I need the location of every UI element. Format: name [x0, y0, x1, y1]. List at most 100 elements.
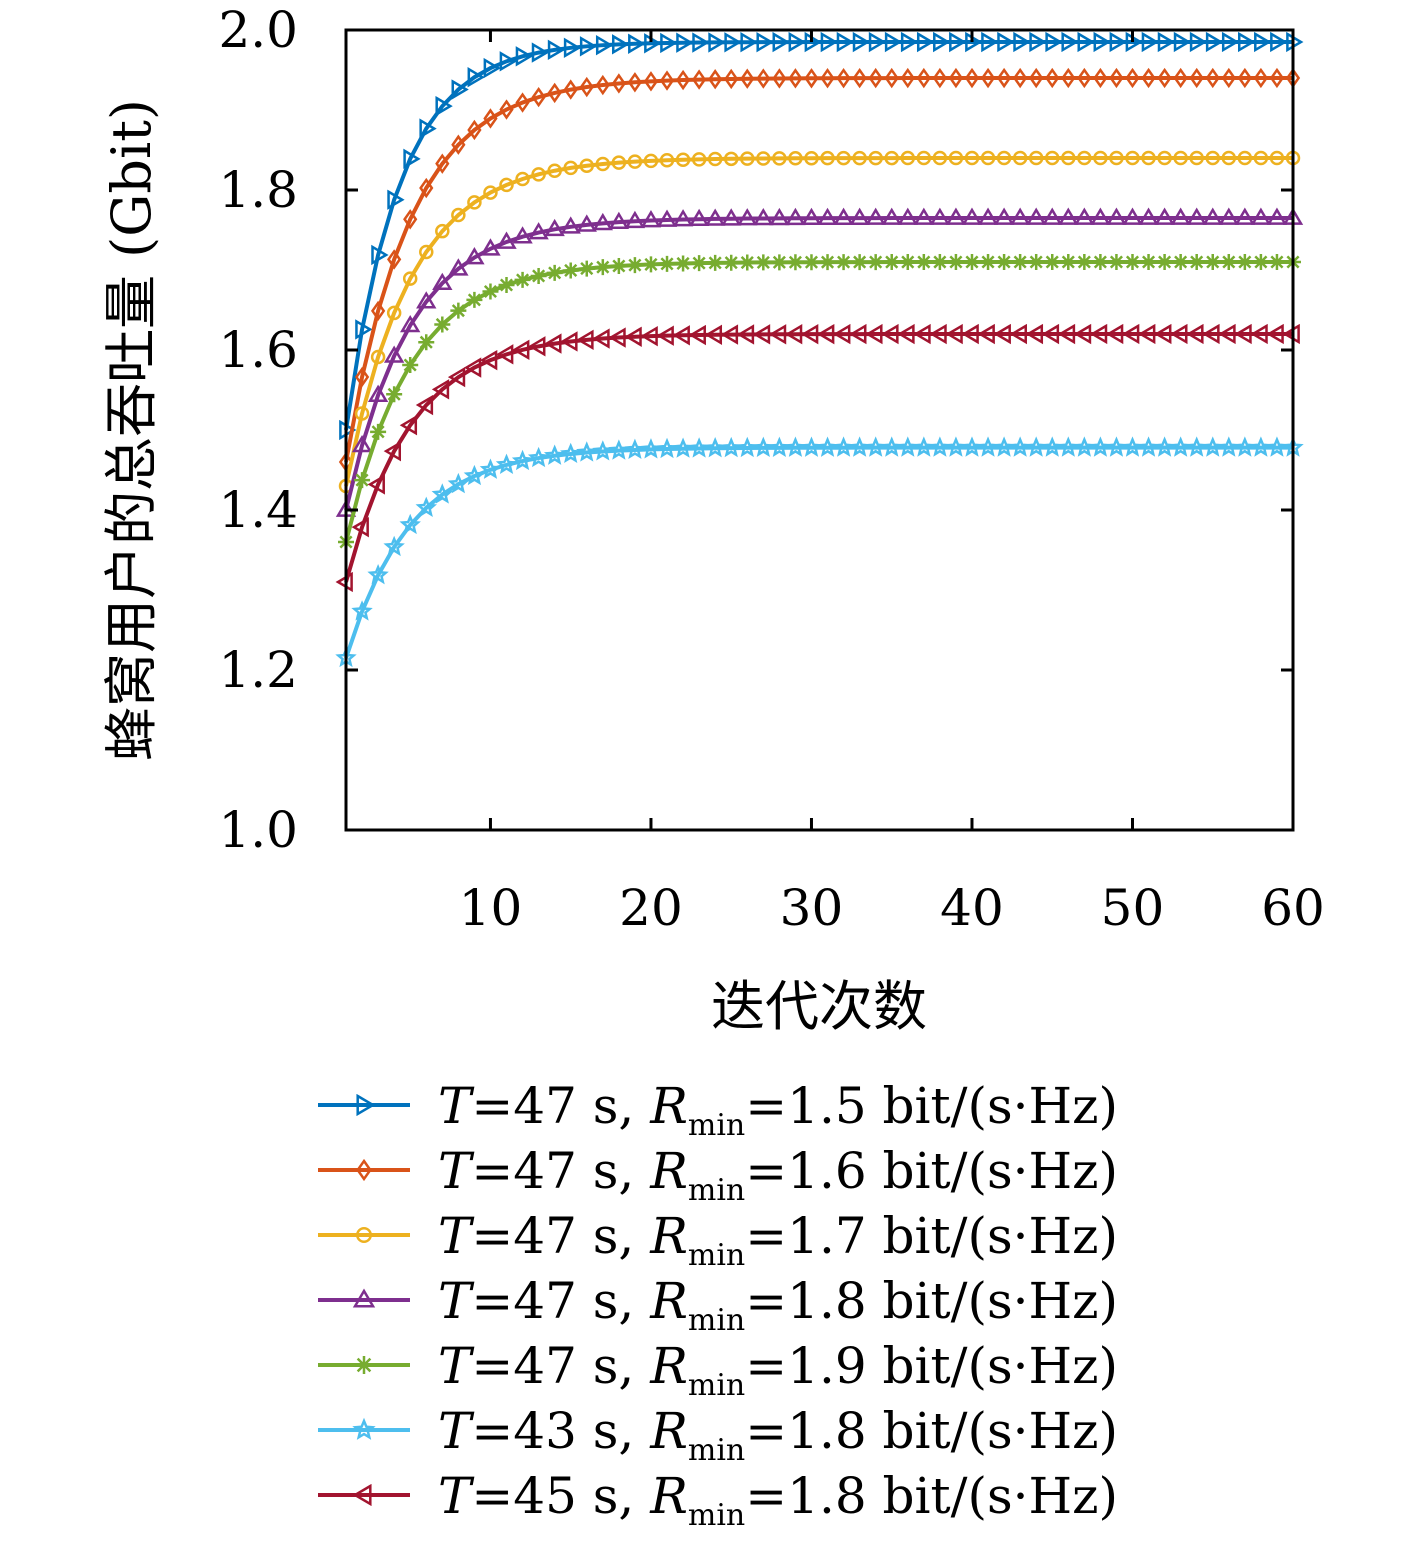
data-point [723, 254, 740, 271]
data-point [1028, 150, 1044, 166]
data-point [1157, 67, 1172, 89]
data-point [740, 151, 755, 166]
data-point [897, 436, 919, 457]
data-point [836, 67, 851, 89]
data-point [659, 152, 675, 168]
data-point [752, 436, 775, 458]
data-point [547, 163, 562, 178]
data-point [371, 244, 389, 266]
series-6 [335, 436, 1304, 668]
data-point [1266, 436, 1288, 457]
legend-entry-3: T=47 s, Rmin=1.7 bit/(s·Hz) [318, 1207, 1118, 1273]
data-point [993, 207, 1015, 225]
data-point [688, 208, 710, 227]
data-point [1060, 254, 1077, 271]
data-point [432, 272, 453, 291]
data-point [563, 79, 578, 100]
y-tick-label: 1.0 [218, 801, 298, 859]
data-point [595, 35, 614, 56]
data-point [415, 394, 434, 416]
data-point [431, 483, 454, 504]
data-point [370, 349, 386, 365]
data-point [1205, 67, 1220, 89]
data-point [884, 31, 903, 53]
data-point [865, 323, 883, 345]
data-point [900, 150, 916, 166]
data-point [370, 300, 386, 322]
data-point [868, 150, 883, 166]
data-point [949, 31, 967, 53]
data-point [467, 67, 485, 88]
data-point [627, 154, 643, 169]
data-point [594, 259, 611, 276]
y-tick-label: 1.6 [218, 321, 298, 379]
legend-entry-1: T=47 s, Rmin=1.5 bit/(s·Hz) [318, 1077, 1118, 1143]
data-point [1093, 67, 1108, 89]
data-point [483, 108, 498, 129]
data-point [479, 349, 498, 371]
data-point [724, 68, 739, 90]
data-point [1205, 150, 1220, 166]
data-point [431, 379, 450, 400]
data-point [351, 434, 373, 453]
data-point [386, 386, 403, 403]
data-point [624, 438, 646, 460]
x-axis-label: 迭代次数 [711, 975, 927, 1038]
data-point [720, 436, 742, 458]
legend-entry-7: T=45 s, Rmin=1.8 bit/(s·Hz) [318, 1467, 1118, 1533]
data-point [451, 207, 466, 223]
data-point [656, 437, 678, 459]
data-point [739, 254, 756, 271]
data-point [403, 209, 418, 230]
data-point [1250, 436, 1272, 457]
data-point [1189, 31, 1208, 53]
data-point [464, 247, 485, 265]
data-point [916, 31, 935, 53]
data-point [1141, 150, 1156, 166]
data-point [628, 33, 646, 54]
data-point [1061, 31, 1079, 53]
data-point [915, 254, 932, 271]
data-point [563, 37, 582, 59]
data-point [1154, 207, 1175, 225]
data-point [387, 189, 405, 210]
data-point [753, 207, 774, 226]
data-point [948, 150, 964, 166]
series-4 [335, 207, 1304, 517]
data-point [370, 423, 387, 440]
data-point [864, 436, 887, 457]
data-point [996, 254, 1013, 271]
data-point [1221, 31, 1240, 53]
data-point [881, 323, 899, 345]
data-point [1204, 254, 1221, 270]
data-point [884, 67, 899, 89]
data-point [1269, 67, 1285, 89]
data-point [736, 436, 758, 458]
data-point [383, 440, 402, 462]
series-2 [338, 67, 1301, 473]
data-point [546, 264, 563, 281]
data-point [1121, 436, 1144, 457]
data-point [1140, 254, 1157, 271]
data-point [1109, 150, 1124, 166]
series-line [344, 445, 1293, 659]
data-point [643, 153, 659, 169]
data-point [819, 254, 836, 271]
x-tick-label: 30 [780, 879, 844, 937]
data-point [881, 207, 902, 225]
legend-label: T=47 s, Rmin=1.9 bit/(s·Hz) [438, 1337, 1118, 1403]
data-point [435, 153, 450, 174]
data-point [1105, 436, 1128, 457]
data-point [945, 436, 967, 457]
data-point [707, 254, 724, 271]
series-layer [335, 31, 1304, 668]
data-point [499, 177, 514, 193]
data-point [676, 32, 694, 53]
data-point [527, 446, 550, 468]
data-point [1109, 67, 1124, 89]
data-point [704, 208, 726, 226]
data-point [801, 207, 822, 226]
data-point [1009, 207, 1031, 225]
data-point [1157, 31, 1176, 53]
data-point [868, 67, 883, 89]
